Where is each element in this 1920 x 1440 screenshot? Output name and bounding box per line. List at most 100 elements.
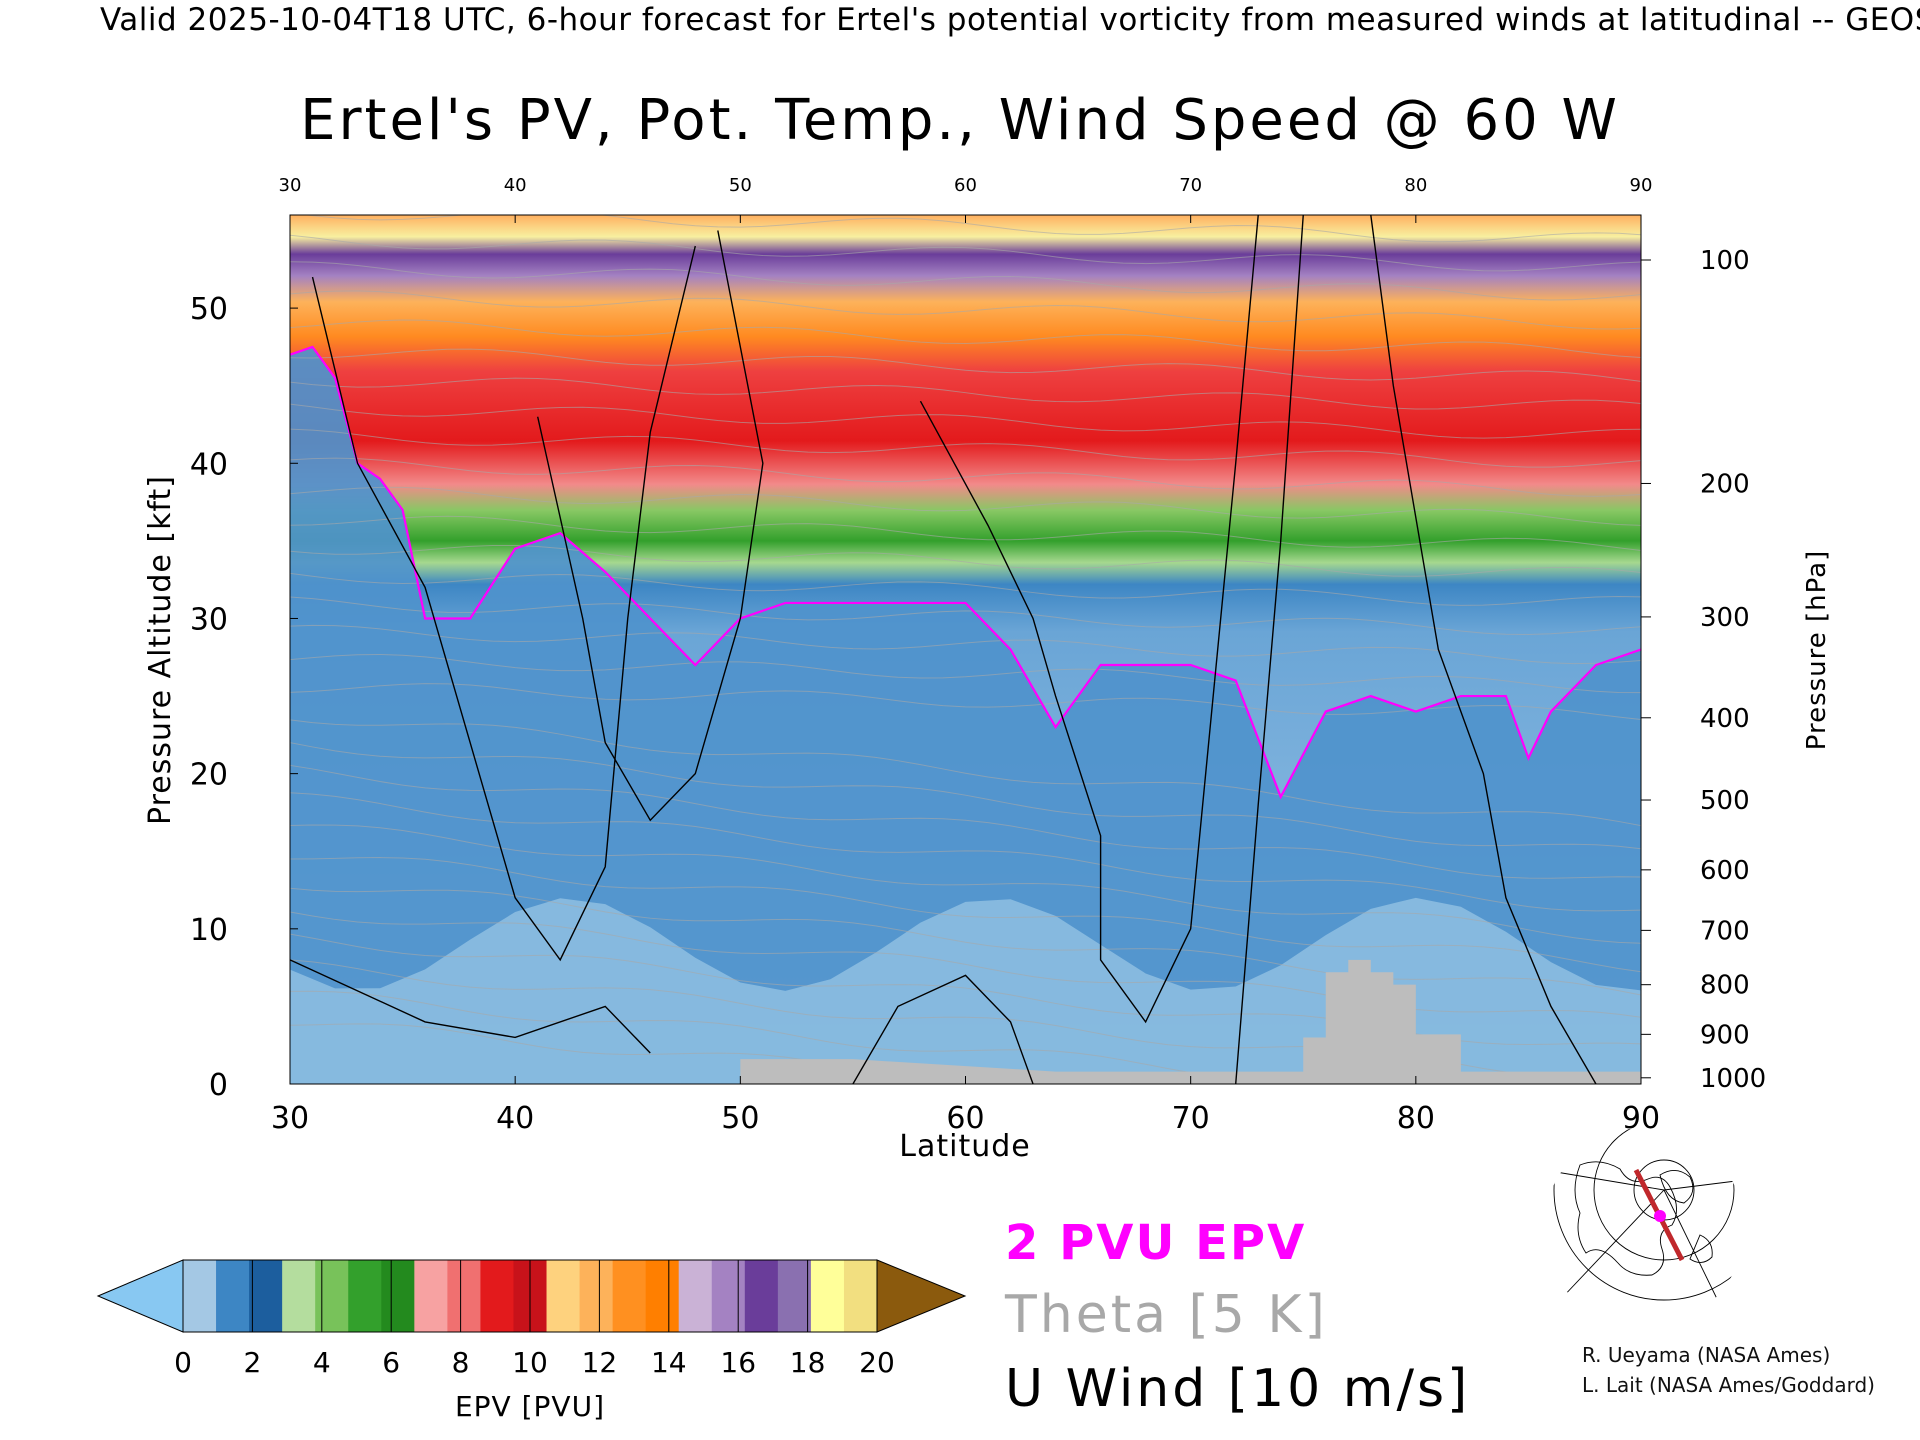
- credit-line-2: L. Lait (NASA Ames/Goddard): [1582, 1373, 1875, 1397]
- y-axis-right: 100 200 300 400 500 600 700 800 900 1000: [1641, 246, 1766, 1094]
- theta-isentrope: [290, 428, 1641, 468]
- legend-wind: U Wind [10 m/s]: [1005, 1359, 1471, 1419]
- theta-isentrope: [290, 377, 1641, 410]
- colorbar-tick-label: 4: [313, 1346, 331, 1379]
- troposphere-fill: [290, 346, 1641, 1084]
- colorbar-tick-label: 14: [651, 1346, 687, 1379]
- pressure-tick-label: 300: [1700, 603, 1750, 633]
- colorbar-swatch: [348, 1260, 382, 1332]
- theta-isentrope: [290, 764, 1641, 879]
- colorbar-tick-label: 18: [790, 1346, 826, 1379]
- epv-colorbar: [96, 1259, 967, 1333]
- theta-isentrope: [290, 857, 1641, 973]
- theta-isentrope: [290, 290, 1641, 330]
- credits: R. Ueyama (NASA Ames) L. Lait (NASA Ames…: [1582, 1340, 1875, 1400]
- x-top-tick-label: 80: [1404, 175, 1427, 196]
- colorbar-tick-label: 16: [720, 1346, 756, 1379]
- colorbar-swatch: [744, 1260, 779, 1332]
- pvu-2-contour: [290, 345, 1641, 800]
- colorbar-swatch: [183, 1260, 217, 1332]
- x-tick-label: 50: [721, 1101, 759, 1136]
- theta-isentrope: [290, 653, 1641, 694]
- x-tick-label: 30: [271, 1101, 309, 1136]
- colorbar-swatch: [249, 1260, 283, 1332]
- colorbar-swatch: [843, 1260, 878, 1332]
- theta-isentrope: [290, 261, 1641, 301]
- colorbar-tick-label: 20: [859, 1346, 895, 1379]
- colorbar-swatch: [645, 1260, 680, 1332]
- pressure-tick-label: 800: [1700, 971, 1750, 1001]
- theta-isentrope: [290, 792, 1641, 912]
- theta-isentrope: [290, 624, 1641, 665]
- pressure-tick-label: 1000: [1700, 1064, 1766, 1094]
- colorbar-tick-label: 6: [382, 1346, 400, 1379]
- pressure-tick-label: 900: [1700, 1020, 1750, 1050]
- colorbar-swatch: [579, 1260, 614, 1332]
- theta-isentrope: [303, 215, 1641, 243]
- u-wind-contour: [1235, 215, 1304, 1084]
- legend-theta: Theta [5 K]: [1005, 1285, 1328, 1345]
- pressure-tick-label: 100: [1700, 246, 1750, 276]
- locator-point: [1654, 1210, 1666, 1222]
- colorbar-swatch: [810, 1260, 845, 1332]
- x-tick-label: 80: [1397, 1101, 1435, 1136]
- x-axis-label: Latitude: [899, 1129, 1030, 1164]
- theta-isentrope: [290, 234, 1641, 272]
- colorbar-swatch: [777, 1260, 812, 1332]
- u-wind-contour: [919, 215, 1259, 1024]
- theta-isentrope: [290, 824, 1641, 944]
- colorbar-ticks: 0 2 4 6 8 10 12 14 16 18 20: [174, 1260, 895, 1379]
- colorbar-swatch: [711, 1260, 746, 1332]
- pressure-tick-label: 700: [1700, 916, 1750, 946]
- x-tick-label: 70: [1172, 1101, 1210, 1136]
- x-top-tick-label: 70: [1179, 175, 1202, 196]
- y-tick-label: 30: [190, 602, 228, 637]
- theta-isentrope: [290, 486, 1641, 526]
- theta-isentrope: [290, 545, 1641, 577]
- colorbar-swatch: [612, 1260, 647, 1332]
- x-axis-top: 30 40 50 60 70 80 90: [279, 175, 1652, 223]
- y-tick-label: 10: [190, 913, 228, 948]
- y-axis-label: Pressure Altitude [kft]: [143, 475, 178, 825]
- colorbar-swatch: [381, 1260, 415, 1332]
- theta-isentrope: [290, 319, 1641, 359]
- colorbar-extend-max: [876, 1259, 967, 1333]
- u-wind-contour: [1370, 215, 1597, 1084]
- theta-isentrope: [290, 348, 1641, 382]
- contour-legend: 2 PVU EPV Theta [5 K] U Wind [10 m/s]: [1005, 1215, 1470, 1419]
- x-top-tick-label: 40: [504, 175, 527, 196]
- x-tick-label: 40: [496, 1101, 534, 1136]
- colorbar-swatch: [282, 1260, 316, 1332]
- y-axis-left: 0 10 20 30 40 50: [190, 292, 298, 1103]
- u-wind-contour: [536, 230, 764, 822]
- colorbar-swatch: [315, 1260, 349, 1332]
- colorbar-swatch: [414, 1260, 448, 1332]
- pressure-tick-label: 500: [1700, 786, 1750, 816]
- colorbar-tick-label: 2: [243, 1346, 261, 1379]
- colorbar-tick-label: 8: [452, 1346, 470, 1379]
- theta-isentrope: [290, 719, 1641, 827]
- y-tick-label: 40: [190, 447, 228, 482]
- theta-isentrope: [290, 572, 1641, 606]
- colorbar-swatch: [447, 1260, 481, 1332]
- colorbar-swatch: [546, 1260, 581, 1332]
- colorbar-swatch: [678, 1260, 713, 1332]
- colorbar-swatch: [216, 1260, 250, 1332]
- colorbar-tick-label: 0: [174, 1346, 192, 1379]
- theta-isentrope: [290, 403, 1641, 439]
- x-tick-label: 60: [946, 1101, 984, 1136]
- pressure-tick-label: 600: [1700, 856, 1750, 886]
- forecast-header: Valid 2025-10-04T18 UTC, 6-hour forecast…: [100, 2, 1920, 38]
- x-top-tick-label: 30: [279, 175, 302, 196]
- x-top-tick-label: 60: [954, 175, 977, 196]
- locator-map: [1544, 1128, 1744, 1328]
- credit-line-1: R. Ueyama (NASA Ames): [1582, 1343, 1831, 1367]
- colorbar-tick-label: 12: [582, 1346, 618, 1379]
- y-tick-label: 0: [209, 1068, 228, 1103]
- theta-isentrope: [290, 683, 1641, 720]
- x-top-tick-label: 50: [729, 175, 752, 196]
- theta-isentrope: [290, 596, 1641, 635]
- u-wind-contour: [852, 974, 1034, 1084]
- colorbar-extend-min: [96, 1259, 184, 1333]
